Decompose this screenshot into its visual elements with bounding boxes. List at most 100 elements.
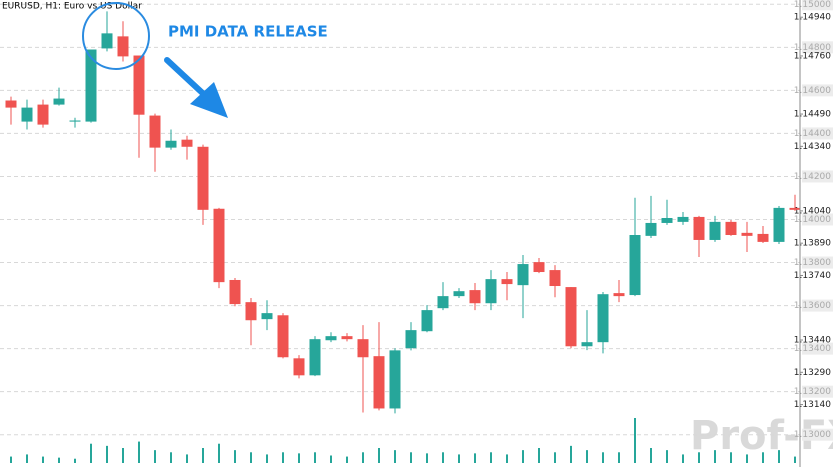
- tick-label-bg: [802, 299, 833, 312]
- y-tick-label: 1.13200: [794, 387, 831, 397]
- candle-body: [389, 350, 401, 409]
- volume-bar: [746, 454, 748, 463]
- candle-body: [229, 279, 241, 305]
- candle-body: [789, 207, 801, 210]
- tick-label-bg: [802, 127, 833, 140]
- y-tick-label: 1.14600: [794, 86, 831, 96]
- volume-bar: [538, 448, 540, 463]
- candle-body: [661, 218, 673, 223]
- candle-body: [325, 336, 337, 341]
- candle-body: [757, 233, 769, 242]
- y-tick-label: 1.13290: [794, 368, 831, 378]
- y-tick-label: 1.13400: [794, 344, 831, 354]
- candle-body: [181, 139, 193, 147]
- volume-bar: [762, 452, 764, 463]
- y-tick-label: 1.13740: [794, 271, 831, 281]
- y-tick-label: 1.14490: [794, 110, 831, 120]
- volume-bar: [490, 452, 492, 463]
- y-tick-label: 1.14940: [794, 13, 831, 23]
- tick-label-bg: [802, 342, 833, 355]
- volume-bar: [106, 445, 108, 463]
- candle-body: [245, 302, 257, 321]
- volume-bar: [266, 454, 268, 463]
- volume-bar: [58, 457, 60, 463]
- y-tick-label: 1.14000: [794, 215, 831, 225]
- candle-body: [165, 140, 177, 148]
- candle-body: [517, 264, 529, 286]
- candle-body: [405, 330, 417, 349]
- tick-label-bg: [802, 41, 833, 54]
- candle-body: [741, 232, 753, 236]
- candle-body: [485, 279, 497, 304]
- volume-bar: [26, 454, 28, 463]
- y-tick-label: 1.14400: [794, 129, 831, 139]
- y-tick-label: 1.13800: [794, 258, 831, 268]
- volume-bar: [362, 452, 364, 463]
- candle-body: [69, 120, 81, 122]
- candle-body: [213, 208, 225, 283]
- volume-bar: [778, 450, 780, 463]
- candle-body: [693, 216, 705, 240]
- candle-body: [581, 342, 593, 347]
- volume-bar: [202, 448, 204, 463]
- tick-label-bg: [802, 256, 833, 269]
- tick-label-bg: [802, 84, 833, 97]
- tick-label-bg: [802, 385, 833, 398]
- candle-body: [21, 107, 33, 122]
- y-tick-label: 1.14800: [794, 43, 831, 53]
- candle-body: [549, 270, 561, 287]
- volume-bar: [586, 450, 588, 463]
- volume-bar: [378, 448, 380, 463]
- volume-bar: [458, 454, 460, 463]
- candle-body: [645, 222, 657, 236]
- y-tick-label: 1.14760: [794, 51, 831, 61]
- volume-bar: [666, 450, 668, 463]
- y-tick-label: 1.14040: [794, 206, 831, 216]
- candle-body: [341, 336, 353, 340]
- volume-bar: [634, 418, 636, 463]
- candle-body: [197, 146, 209, 210]
- chart-title: EURUSD, H1: Euro vs US Dollar: [2, 2, 142, 12]
- tick-label-bg: [802, 0, 833, 11]
- candle-body: [117, 36, 129, 57]
- volume-bar: [10, 456, 12, 463]
- candle-body: [709, 221, 721, 240]
- y-tick-label: 1.13440: [794, 336, 831, 346]
- volume-bar: [442, 452, 444, 463]
- candle-body: [149, 115, 161, 148]
- volume-bar: [138, 441, 140, 463]
- candle-body: [133, 55, 145, 115]
- volume-bar: [298, 453, 300, 463]
- highlight-circle: [82, 2, 150, 70]
- candle-body: [469, 290, 481, 304]
- candle-body: [725, 221, 737, 236]
- candle-body: [53, 98, 65, 105]
- volume-bar: [474, 453, 476, 463]
- candle-body: [453, 291, 465, 297]
- y-tick-label: 1.14340: [794, 142, 831, 152]
- candle-body: [309, 339, 321, 376]
- tick-label-bg: [802, 428, 833, 441]
- tick-label-bg: [802, 170, 833, 183]
- volume-bar: [394, 450, 396, 463]
- volume-bar: [698, 452, 700, 463]
- candle-body: [629, 235, 641, 296]
- y-tick-label: 1.13140: [794, 400, 831, 410]
- volume-bar: [90, 443, 92, 463]
- volume-bar: [74, 458, 76, 463]
- candle-body: [37, 104, 49, 125]
- y-tick-label: 1.14200: [794, 172, 831, 182]
- candle-body: [613, 293, 625, 297]
- volume-bar: [218, 443, 220, 463]
- candle-body: [501, 279, 513, 285]
- volume-bar: [346, 456, 348, 463]
- annotation: PMI DATA RELEASE: [168, 23, 328, 41]
- candle-body: [421, 310, 433, 332]
- tick-label-bg: [802, 213, 833, 226]
- candle-body: [5, 100, 17, 108]
- candle-body: [85, 49, 97, 122]
- y-tick-label: 1.13600: [794, 301, 831, 311]
- volume-bar: [522, 450, 524, 463]
